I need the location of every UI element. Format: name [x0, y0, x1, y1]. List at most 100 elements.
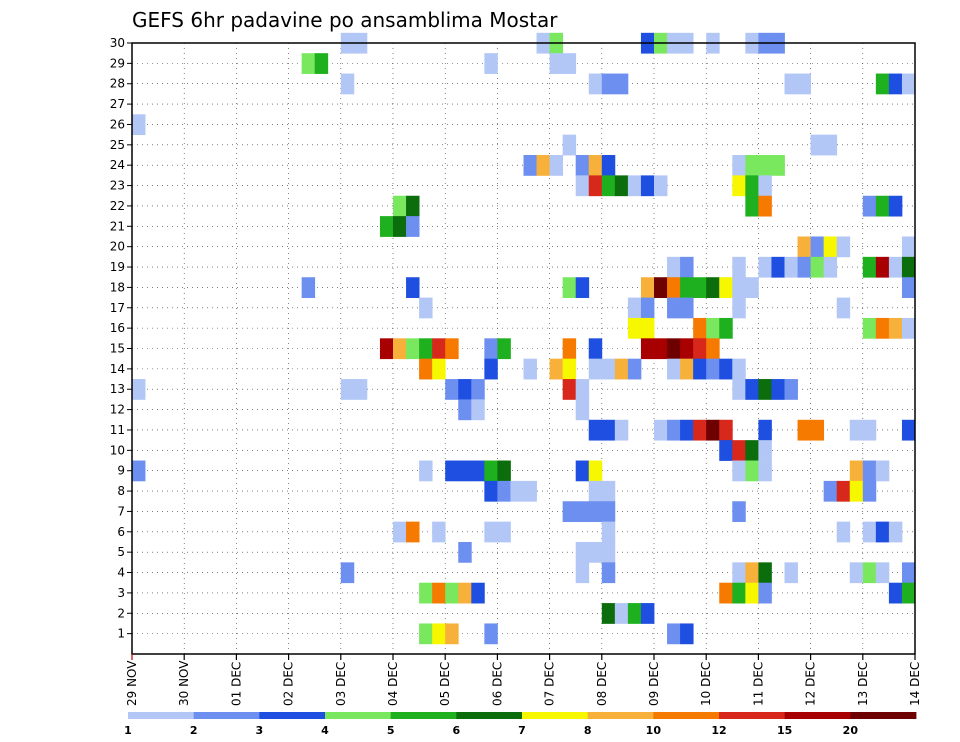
heatmap-cell: [706, 277, 720, 298]
heatmap-cell: [445, 623, 459, 645]
x-axis-ticks: 29 NOV 30 NOV 01 DEC 02 DEC 03 DEC 04 DEC 05 D…: [125, 654, 922, 706]
heatmap-cell: [640, 338, 655, 360]
heatmap-cell: [758, 256, 772, 278]
heatmap-cell: [732, 379, 746, 400]
heatmap-cell: [758, 460, 772, 482]
colorbar-label: 6: [453, 724, 461, 737]
y-tick-label: 21: [110, 219, 125, 233]
heatmap-cell: [849, 480, 864, 502]
colorbar-label: 4: [321, 724, 329, 737]
heatmap-cell: [745, 460, 759, 482]
y-tick-label: 4: [117, 566, 125, 580]
heatmap-cell: [132, 379, 146, 400]
y-tick-label: 13: [110, 382, 125, 396]
heatmap-cell: [458, 582, 472, 604]
heatmap-cell: [758, 582, 772, 604]
y-tick-label: 14: [110, 362, 125, 376]
heatmap-cell: [875, 562, 890, 584]
heatmap-cell: [901, 317, 916, 339]
heatmap-cell: [745, 155, 759, 176]
heatmap-cell: [849, 562, 864, 584]
heatmap-cell: [562, 501, 577, 523]
heatmap-cell: [575, 460, 590, 482]
heatmap-cell: [654, 419, 668, 441]
heatmap-cell: [862, 317, 877, 339]
colorbar-swatch: [587, 712, 654, 719]
heatmap-cell: [627, 317, 642, 339]
heatmap-cell: [588, 541, 603, 563]
heatmap-cell: [758, 155, 772, 176]
heatmap-cell: [823, 134, 838, 156]
heatmap-cell: [614, 175, 629, 197]
heatmap-cell: [771, 379, 785, 400]
heatmap-cell: [640, 175, 655, 197]
y-tick-label: 29: [110, 56, 125, 70]
y-tick-label: 16: [110, 321, 125, 335]
heatmap-cell: [745, 562, 759, 584]
heatmap-cell: [484, 623, 498, 645]
heatmap-cell: [562, 338, 577, 360]
colorbar-swatch: [390, 712, 457, 719]
heatmap-cell: [758, 379, 772, 400]
heatmap-cell: [627, 358, 642, 380]
heatmap-cell: [484, 521, 498, 543]
heatmap-cell: [888, 256, 903, 278]
heatmap-cell: [680, 623, 694, 645]
heatmap-cell: [680, 358, 694, 380]
heatmap-cell: [732, 175, 746, 197]
heatmap-cell: [810, 134, 825, 156]
colorbar-swatch: [784, 712, 851, 719]
colorbar-swatch: [850, 712, 917, 719]
heatmap-cell: [640, 317, 655, 339]
y-tick-label: 24: [110, 158, 125, 172]
heatmap-cell: [797, 256, 811, 278]
heatmap-cell: [667, 358, 681, 380]
heatmap-cell: [680, 277, 694, 298]
heatmap-cell: [379, 216, 394, 237]
x-tick-label: 10 DEC: [699, 662, 713, 706]
heatmap-cell: [823, 236, 838, 258]
heatmap-cell: [497, 338, 511, 360]
heatmap-cell: [706, 317, 720, 339]
heatmap-cell: [862, 521, 877, 543]
heatmap-cell: [588, 358, 603, 380]
heatmap-cell: [510, 480, 524, 502]
heatmap-cell: [601, 73, 616, 95]
heatmap-cell: [823, 480, 838, 502]
heatmap-cell: [823, 256, 838, 278]
y-tick-label: 28: [110, 77, 125, 91]
heatmap-cell: [562, 134, 577, 156]
heatmap-cell: [301, 277, 316, 298]
y-tick-label: 18: [110, 280, 125, 294]
heatmap-cell: [601, 358, 616, 380]
heatmap-cell: [640, 297, 655, 319]
y-tick-label: 22: [110, 199, 125, 213]
heatmap-cell: [719, 440, 733, 461]
y-tick-label: 7: [117, 504, 125, 518]
heatmap-cells: [132, 32, 916, 645]
heatmap-cell: [484, 480, 498, 502]
heatmap-cell: [875, 317, 890, 339]
heatmap-cell: [484, 460, 498, 482]
colorbar-label: 10: [646, 724, 662, 737]
y-tick-label: 5: [117, 545, 125, 559]
heatmap-cell: [654, 175, 668, 197]
heatmap-cell: [432, 521, 446, 543]
heatmap-cell: [862, 195, 877, 217]
heatmap-cell: [784, 256, 798, 278]
heatmap-cell: [732, 562, 746, 584]
y-tick-label: 11: [110, 423, 125, 437]
heatmap-cell: [419, 338, 433, 360]
heatmap-cell: [784, 562, 798, 584]
x-tick-label: 30 NOV: [177, 660, 191, 706]
heatmap-cell: [523, 155, 537, 176]
y-tick-label: 1: [117, 627, 125, 641]
heatmap-cell: [497, 480, 511, 502]
y-tick-label: 19: [110, 260, 125, 274]
heatmap-cell: [667, 338, 681, 360]
x-tick-label: 29 NOV: [125, 660, 139, 706]
heatmap-cell: [575, 399, 590, 421]
heatmap-cell: [432, 338, 446, 360]
heatmap-cell: [432, 358, 446, 380]
heatmap-cell: [484, 358, 498, 380]
